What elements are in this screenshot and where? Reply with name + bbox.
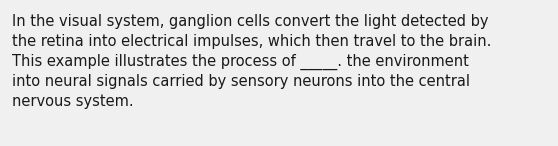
Text: the retina into electrical impulses, which then travel to the brain.: the retina into electrical impulses, whi… — [12, 34, 492, 49]
Text: This example illustrates the process of _____. the environment: This example illustrates the process of … — [12, 54, 469, 70]
Text: into neural signals carried by sensory neurons into the central: into neural signals carried by sensory n… — [12, 74, 470, 89]
Text: nervous system.: nervous system. — [12, 94, 133, 109]
Text: In the visual system, ganglion cells convert the light detected by: In the visual system, ganglion cells con… — [12, 14, 488, 29]
